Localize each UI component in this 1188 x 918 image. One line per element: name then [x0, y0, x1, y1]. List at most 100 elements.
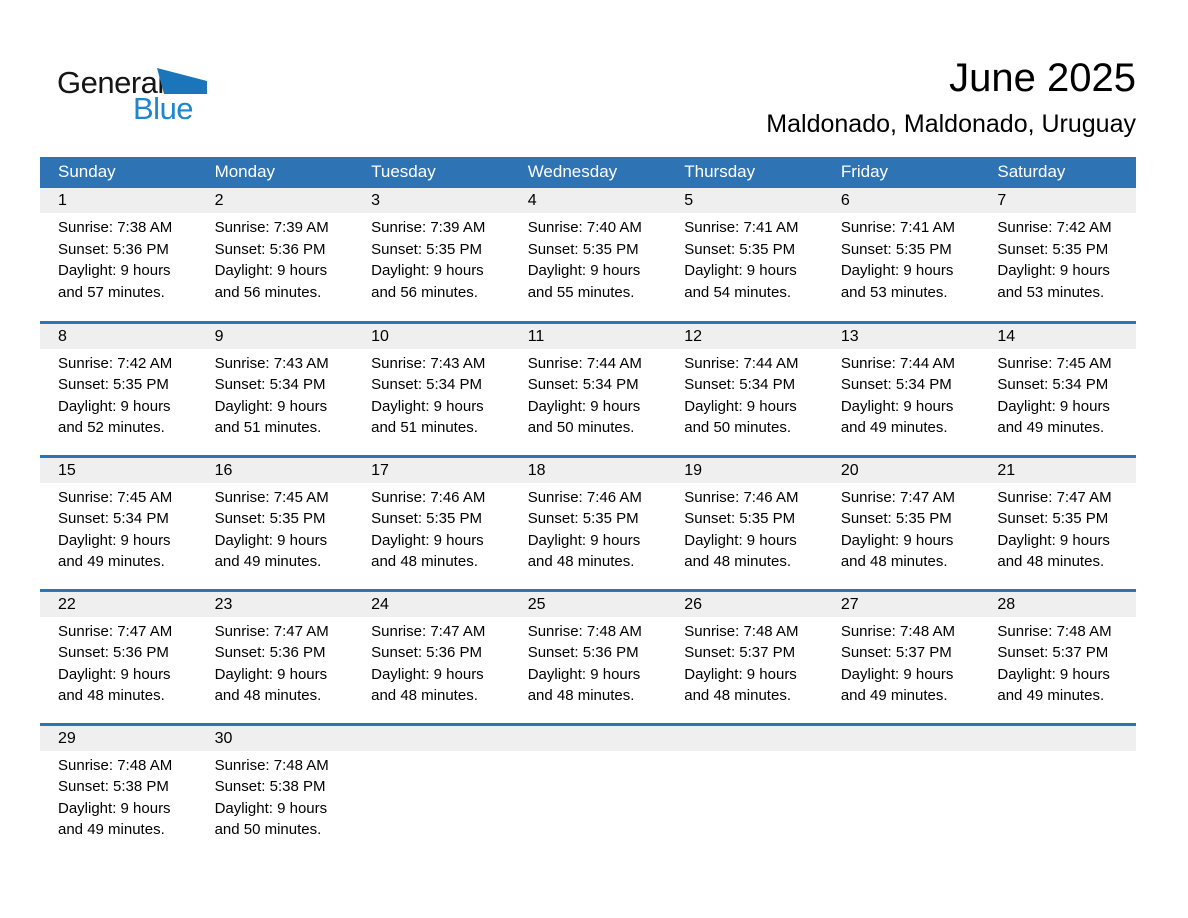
- day-number-strip: 7: [979, 188, 1136, 213]
- sun-info-line: Daylight: 9 hours: [214, 799, 328, 817]
- day-number-strip: 20: [822, 457, 980, 483]
- day-sun-info: Sunrise: 7:40 AM Sunset: 5:35 PM Daylight:…: [510, 213, 667, 303]
- logo-triangle-icon: [157, 68, 207, 94]
- day-sun-info: Sunrise: 7:48 AM Sunset: 5:37 PM Daylight:…: [666, 617, 823, 707]
- day-number: 3: [371, 192, 381, 209]
- sun-info-line: Daylight: 9 hours: [684, 397, 797, 415]
- sun-info-line: Daylight: 9 hours: [58, 262, 171, 279]
- calendar-day-cell: 1 Sunrise: 7:38 AM Sunset: 5:36 PM Daylight…: [40, 188, 197, 322]
- sun-info-line: Sunrise: 7:39 AM: [371, 219, 486, 236]
- day-number: 8: [58, 327, 67, 345]
- week-row: 29 Sunrise: 7:48 AM Sunset: 5:38 PM Dayligh…: [40, 722, 1136, 858]
- calendar-empty-cell: [666, 722, 823, 858]
- sun-info-line: and 51 minutes.: [214, 419, 322, 436]
- weekday-header-tuesday: Tuesday: [353, 157, 510, 188]
- sun-info-line: and 48 minutes.: [371, 553, 478, 570]
- sun-info-line: Sunrise: 7:38 AM: [58, 219, 173, 236]
- sun-info-line: and 56 minutes.: [214, 283, 322, 301]
- sun-info-line: Sunrise: 7:47 AM: [840, 488, 956, 506]
- weekday-header-thursday: Thursday: [666, 157, 823, 188]
- day-number-strip: [822, 725, 980, 751]
- day-number-strip: [666, 725, 823, 751]
- calendar-day-cell: 29 Sunrise: 7:48 AM Sunset: 5:38 PM Dayligh…: [40, 722, 197, 858]
- weekday-header-saturday: Saturday: [979, 157, 1136, 188]
- day-sun-info: Sunrise: 7:42 AM Sunset: 5:35 PM Daylight:…: [979, 213, 1136, 303]
- sun-info-line: Daylight: 9 hours: [371, 665, 484, 683]
- sun-info-line: and 50 minutes.: [684, 419, 791, 436]
- day-number: 23: [214, 595, 233, 613]
- calendar-day-cell: 10 Sunrise: 7:43 AM Sunset: 5:34 PM Dayligh…: [353, 320, 510, 456]
- calendar-empty-cell: [353, 722, 510, 858]
- sun-info-line: Sunrise: 7:42 AM: [997, 219, 1112, 236]
- sun-info-line: Daylight: 9 hours: [527, 397, 641, 415]
- sun-info-line: Sunrise: 7:48 AM: [527, 622, 642, 640]
- general-blue-logo: General Blue: [57, 60, 207, 126]
- sun-info-line: Daylight: 9 hours: [371, 397, 484, 415]
- sun-info-line: and 48 minutes.: [371, 687, 478, 704]
- sun-info-line: and 50 minutes.: [214, 821, 322, 838]
- day-number-strip: 5: [666, 188, 823, 213]
- sun-info-line: Sunset: 5:35 PM: [371, 510, 483, 527]
- sun-info-line: and 48 minutes.: [527, 553, 635, 570]
- calendar-empty-cell: [822, 722, 980, 858]
- sun-info-line: Sunset: 5:36 PM: [214, 644, 326, 661]
- sun-info-line: and 48 minutes.: [214, 687, 322, 704]
- day-number-strip: 17: [353, 457, 510, 483]
- sun-info-line: Daylight: 9 hours: [997, 531, 1110, 549]
- calendar-table: Sunday Monday Tuesday Wednesday Thursday…: [40, 157, 1136, 858]
- day-number-strip: 24: [353, 591, 510, 617]
- calendar-day-cell: 23 Sunrise: 7:47 AM Sunset: 5:36 PM Dayligh…: [196, 588, 354, 724]
- calendar-day-cell: 27 Sunrise: 7:48 AM Sunset: 5:37 PM Dayligh…: [822, 588, 980, 724]
- sun-info-line: Sunset: 5:35 PM: [684, 240, 796, 258]
- calendar-day-cell: 12 Sunrise: 7:44 AM Sunset: 5:34 PM Dayligh…: [666, 320, 823, 456]
- sun-info-line: Daylight: 9 hours: [527, 262, 641, 279]
- sun-info-line: and 49 minutes.: [214, 553, 322, 570]
- day-sun-info: Sunrise: 7:45 AM Sunset: 5:34 PM Daylight:…: [40, 483, 197, 573]
- sun-info-line: Sunset: 5:37 PM: [997, 644, 1109, 661]
- sun-info-line: Daylight: 9 hours: [840, 531, 954, 549]
- calendar-day-cell: 17 Sunrise: 7:46 AM Sunset: 5:35 PM Dayligh…: [353, 454, 510, 590]
- day-number: 16: [214, 461, 233, 479]
- day-number: 7: [997, 192, 1007, 209]
- sun-info-line: Sunrise: 7:41 AM: [840, 219, 956, 236]
- sun-info-line: Sunrise: 7:48 AM: [214, 756, 329, 774]
- sun-info-line: Sunrise: 7:45 AM: [214, 488, 329, 506]
- day-number: 2: [214, 192, 224, 209]
- sun-info-line: Sunset: 5:34 PM: [997, 376, 1109, 393]
- calendar-day-cell: 14 Sunrise: 7:45 AM Sunset: 5:34 PM Dayligh…: [979, 320, 1136, 456]
- day-number-strip: 22: [40, 591, 197, 617]
- day-number-strip: 28: [979, 591, 1136, 617]
- sun-info-line: and 48 minutes.: [684, 553, 791, 570]
- sun-info-line: Sunset: 5:34 PM: [527, 376, 639, 393]
- day-number: 13: [840, 327, 859, 345]
- day-sun-info: Sunrise: 7:44 AM Sunset: 5:34 PM Daylight:…: [823, 349, 980, 439]
- day-number: 20: [840, 461, 859, 479]
- sun-info-line: and 48 minutes.: [527, 687, 635, 704]
- day-number-strip: 10: [353, 323, 510, 349]
- day-sun-info: Sunrise: 7:43 AM Sunset: 5:34 PM Daylight:…: [353, 349, 510, 439]
- day-number: 26: [684, 595, 703, 613]
- sun-info-line: Sunset: 5:34 PM: [840, 376, 952, 393]
- day-number-strip: 3: [353, 188, 510, 213]
- day-number: 30: [214, 729, 233, 747]
- calendar-day-cell: 22 Sunrise: 7:47 AM Sunset: 5:36 PM Dayligh…: [40, 588, 197, 724]
- sun-info-line: and 48 minutes.: [684, 687, 791, 704]
- sun-info-line: Daylight: 9 hours: [371, 531, 484, 549]
- day-number-strip: 11: [509, 323, 667, 349]
- sun-info-line: Sunset: 5:37 PM: [684, 644, 796, 661]
- sun-info-line: Sunrise: 7:44 AM: [840, 354, 956, 372]
- calendar-day-cell: 13 Sunrise: 7:44 AM Sunset: 5:34 PM Dayligh…: [822, 320, 980, 456]
- sun-info-line: Sunrise: 7:39 AM: [214, 219, 329, 236]
- day-number-strip: 12: [666, 323, 823, 349]
- sun-info-line: and 49 minutes.: [58, 553, 165, 570]
- sun-info-line: and 48 minutes.: [997, 553, 1105, 570]
- sun-info-line: and 52 minutes.: [58, 419, 165, 436]
- week-row: 8 Sunrise: 7:42 AM Sunset: 5:35 PM Daylight…: [40, 320, 1136, 456]
- day-number-strip: 16: [196, 457, 354, 483]
- day-sun-info: Sunrise: 7:42 AM Sunset: 5:35 PM Daylight:…: [40, 349, 197, 439]
- day-number-strip: 25: [509, 591, 667, 617]
- day-number: 1: [58, 192, 67, 209]
- week-row: 1 Sunrise: 7:38 AM Sunset: 5:36 PM Daylight…: [40, 188, 1136, 322]
- location-subtitle: Maldonado, Maldonado, Uruguay: [766, 110, 1136, 138]
- sun-info-line: Sunrise: 7:47 AM: [371, 622, 486, 640]
